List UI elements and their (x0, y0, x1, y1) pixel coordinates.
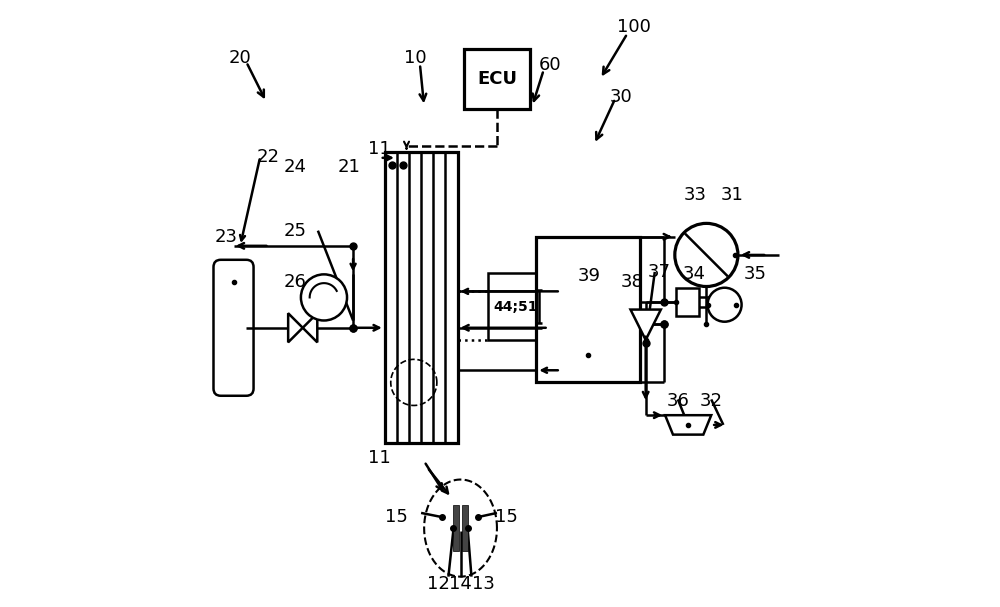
Bar (536, 237, 640, 382)
Bar (676, 288, 699, 316)
Circle shape (675, 223, 738, 287)
Text: 24: 24 (283, 158, 306, 176)
Text: 25: 25 (283, 222, 306, 240)
Text: 11: 11 (368, 449, 391, 467)
Text: 31: 31 (720, 186, 743, 205)
Bar (453, 505, 459, 551)
Circle shape (301, 274, 347, 320)
Polygon shape (665, 415, 711, 435)
Text: 33: 33 (684, 186, 707, 205)
Text: ECU: ECU (477, 70, 517, 88)
Bar (464, 49, 530, 109)
Bar (462, 505, 468, 551)
Text: 10: 10 (404, 49, 426, 67)
FancyBboxPatch shape (213, 260, 254, 396)
Polygon shape (631, 310, 661, 340)
Text: 14: 14 (449, 575, 472, 593)
Text: 15: 15 (385, 508, 408, 526)
Bar (385, 152, 458, 443)
Text: 26: 26 (284, 273, 307, 291)
Text: 15: 15 (495, 508, 518, 526)
Text: 12: 12 (427, 575, 450, 593)
Text: 34: 34 (683, 265, 706, 283)
Text: 60: 60 (539, 56, 562, 74)
Text: 38: 38 (620, 273, 643, 291)
Text: 35: 35 (743, 265, 766, 283)
Text: 11: 11 (368, 140, 391, 158)
Text: 30: 30 (610, 88, 633, 106)
Text: 20: 20 (229, 49, 252, 67)
Bar (488, 273, 542, 340)
Text: 22: 22 (257, 148, 280, 166)
Text: 44;51: 44;51 (493, 299, 537, 314)
Text: 21: 21 (338, 158, 361, 176)
Text: 37: 37 (648, 263, 671, 281)
Text: 39: 39 (578, 267, 601, 285)
Text: 13: 13 (472, 575, 494, 593)
Text: 36: 36 (666, 392, 689, 410)
Circle shape (708, 288, 742, 322)
Text: 100: 100 (617, 18, 650, 36)
Text: 32: 32 (700, 392, 723, 410)
Text: 23: 23 (214, 228, 237, 246)
